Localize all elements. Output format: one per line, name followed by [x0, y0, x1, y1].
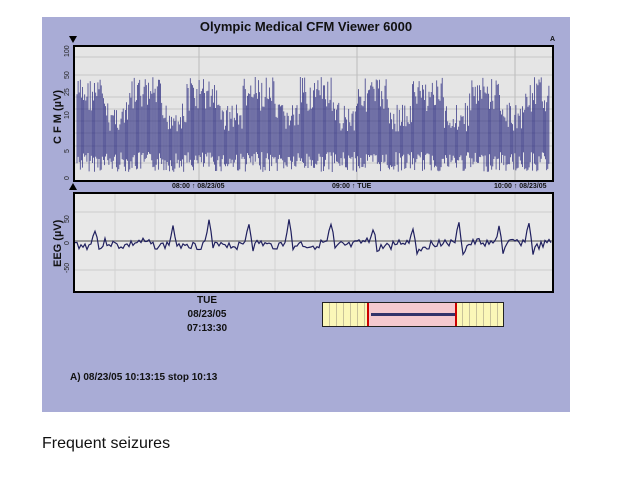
scrollbar-stripe: [343, 303, 344, 326]
cursor-datetime: TUE 08/23/05 07:13:30: [172, 294, 242, 336]
time-mark-1000: 10:00 ↑ 08/23/05: [494, 183, 547, 190]
cfm-trend-plot[interactable]: [73, 45, 554, 182]
marker-triangle-up-icon[interactable]: [69, 183, 77, 190]
cursor-time: 07:13:30: [186, 323, 228, 334]
cfm-tick: 25: [64, 88, 71, 96]
scrollbar-stripe: [350, 303, 351, 326]
eeg-waveform-plot[interactable]: [73, 192, 554, 293]
cfm-tick: 50: [64, 71, 71, 79]
time-mark-0800: 08:00 ↑ 08/23/05: [172, 183, 225, 190]
cfm-viewer-window: Olympic Medical CFM Viewer 6000 A C F M …: [42, 17, 570, 412]
window-title: Olympic Medical CFM Viewer 6000: [199, 19, 413, 34]
eeg-trace: [75, 219, 552, 257]
timeline-scrollbar[interactable]: [322, 302, 504, 327]
eeg-tick: -50: [64, 262, 71, 273]
scrollbar-position-bar: [371, 313, 455, 316]
eeg-tick: 0: [64, 241, 71, 245]
scrollbar-stripe: [497, 303, 498, 326]
scrollbar-stripe: [462, 303, 463, 326]
eeg-axis-label: EEG (µV): [52, 219, 64, 267]
marker-triangle-down-icon[interactable]: [69, 36, 77, 43]
cfm-tick: 100: [64, 45, 71, 57]
scrollbar-stripe: [329, 303, 330, 326]
eeg-tick: 50: [64, 215, 71, 223]
cursor-day: TUE: [197, 295, 217, 306]
event-status-text: A) 08/23/05 10:13:15 stop 10:13: [70, 372, 218, 383]
scrollbar-stripe: [476, 303, 477, 326]
scrollbar-stripe: [357, 303, 358, 326]
scrollbar-stripe: [364, 303, 365, 326]
slide-caption: Frequent seizures: [42, 435, 171, 452]
cursor-date: 08/23/05: [187, 309, 227, 320]
time-mark-0900: 09:00 ↑ TUE: [332, 183, 372, 190]
scrollbar-stripe: [469, 303, 470, 326]
cfm-trace: [76, 77, 550, 172]
event-marker-label: A: [550, 36, 556, 43]
scrollbar-stripe: [490, 303, 491, 326]
scrollbar-stripe: [336, 303, 337, 326]
cfm-axis-label: C F M (µV): [52, 90, 64, 144]
cfm-tick: 10: [64, 111, 71, 119]
cfm-tick: 5: [64, 149, 71, 153]
scrollbar-stripe: [483, 303, 484, 326]
cfm-tick: 0: [64, 176, 71, 180]
eeg-trace-svg: [75, 194, 552, 291]
cfm-trace-svg: [75, 47, 552, 180]
